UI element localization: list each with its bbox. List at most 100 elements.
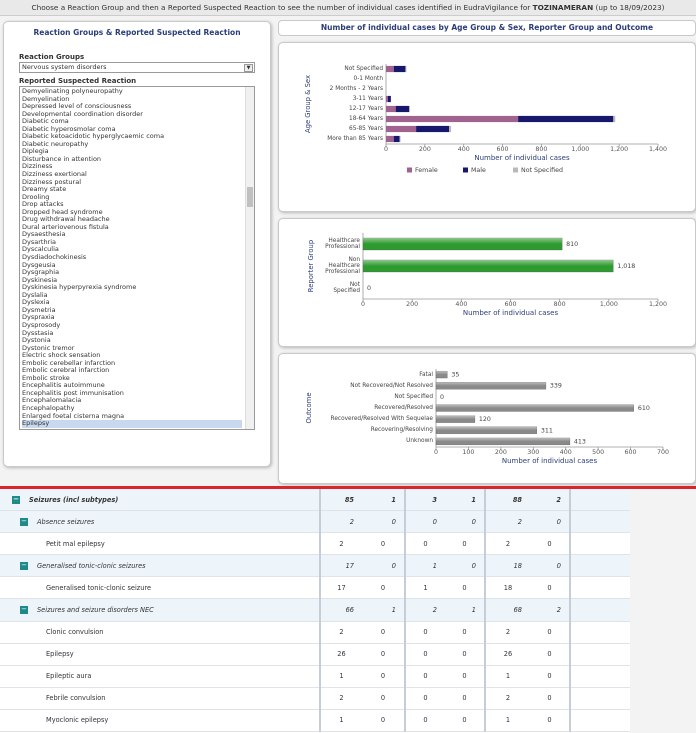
cell: 88 — [484, 489, 530, 512]
table-row: Epileptic aura 1 0 0 0 1 0 — [0, 665, 630, 688]
reaction-item[interactable]: Dysgeusia — [22, 260, 56, 269]
x-tick-label: 600 — [625, 449, 637, 456]
reaction-item[interactable]: Encephalitis autoimmune — [22, 381, 105, 390]
reaction-item[interactable]: Dyspraxia — [22, 313, 55, 322]
table-row: Febrile convulsion 2 0 0 0 2 0 — [0, 687, 630, 710]
category-slot: More than 85 Years — [327, 136, 383, 142]
reaction-item[interactable]: Demyelination — [22, 94, 70, 103]
reaction-item[interactable]: Dysdiadochokinesis — [22, 253, 87, 262]
reaction-item[interactable]: Dizziness exertional — [22, 170, 87, 179]
reaction-item[interactable]: Dysprosody — [22, 320, 61, 329]
row-label: Seizures (incl subtypes) — [29, 495, 119, 504]
expand-toggle[interactable]: − — [12, 494, 20, 504]
cell: 1 — [362, 598, 405, 622]
cell: 2 — [484, 687, 530, 710]
expand-toggle[interactable]: − — [20, 560, 28, 570]
reaction-item[interactable]: Depressed level of consciousness — [22, 102, 132, 111]
cell: 0 — [445, 687, 485, 710]
reaction-item[interactable]: Drooling — [22, 192, 50, 201]
cell: 18 — [484, 576, 530, 600]
reaction-item[interactable]: Diplegia — [22, 147, 49, 156]
reaction-item[interactable]: Dyscalculia — [22, 245, 59, 254]
cell: 0 — [362, 643, 405, 666]
reaction-item[interactable]: Disturbance in attention — [22, 154, 102, 163]
cell: 2 — [319, 621, 362, 644]
cell: 26 — [319, 643, 362, 666]
value-label: 339 — [550, 383, 562, 390]
bar-segment — [386, 115, 519, 123]
reaction-item[interactable]: Diabetic neuropathy — [22, 139, 89, 148]
reaction-item[interactable]: Embolic cerebellar infarction — [22, 358, 116, 367]
reaction-item[interactable]: Dysstasia — [22, 328, 54, 337]
reaction-item[interactable]: Epilepsy — [22, 420, 242, 428]
reaction-item[interactable]: Dysaesthesia — [22, 230, 66, 239]
cell: 1 — [404, 554, 445, 578]
reaction-item[interactable]: Dysarthria — [22, 237, 57, 246]
scrollbar[interactable] — [245, 87, 254, 429]
category-label: Fatal — [419, 371, 433, 378]
x-tick-label: 0 — [384, 146, 388, 153]
reaction-item[interactable]: Diabetic ketoacidotic hyperglycaemic com… — [22, 132, 165, 141]
cell: 0 — [362, 576, 405, 600]
group-select[interactable]: Nervous system disorders ▼ — [19, 62, 255, 73]
reaction-item[interactable]: Embolic stroke — [22, 373, 70, 382]
reaction-item[interactable]: Electric shock sensation — [22, 351, 101, 360]
reaction-item[interactable]: Encephalitis post immunisation — [22, 388, 124, 397]
reaction-item[interactable]: Dropped head syndrome — [22, 207, 103, 216]
legend-label: Female — [415, 167, 438, 174]
reaction-item[interactable]: Demyelinating polyneuropathy — [22, 87, 123, 95]
reaction-item[interactable]: Dizziness postural — [22, 177, 82, 186]
charts-title: Number of individual cases by Age Group … — [278, 20, 696, 36]
reaction-item[interactable]: Drop attacks — [22, 200, 64, 209]
reaction-item[interactable]: Encephalomalacia — [22, 396, 82, 405]
x-tick-label: 200 — [495, 449, 507, 456]
reaction-item[interactable]: Dystonia — [22, 336, 51, 345]
reaction-item[interactable]: Dysmetria — [22, 305, 56, 314]
product: TOZINAMERAN — [532, 3, 594, 12]
reaction-item[interactable]: Dyskinesia hyperpyrexia syndrome — [22, 283, 137, 292]
empty-cell — [569, 598, 630, 622]
cell: 0 — [530, 709, 570, 733]
reaction-item[interactable]: Dyslalia — [22, 290, 48, 299]
category-slot: 2 Months - 2 Years — [330, 86, 383, 92]
reaction-item[interactable]: Diabetic hyperosmolar coma — [22, 124, 116, 133]
reaction-item[interactable]: Embolic cerebral infarction — [22, 366, 110, 375]
reaction-list[interactable]: Demyelinating polyneuropathy Demyelinatio… — [19, 86, 255, 430]
reaction-item[interactable]: Dyskinesia — [22, 275, 58, 284]
reaction-item[interactable]: Diabetic coma — [22, 117, 69, 126]
bar-segment — [416, 125, 450, 133]
cell: 1 — [484, 709, 530, 733]
cell: 0 — [530, 621, 570, 644]
bar-segment — [449, 125, 452, 133]
expand-toggle[interactable]: − — [20, 516, 28, 526]
cell: 0 — [530, 510, 570, 534]
x-tick-label: 1,000 — [571, 146, 589, 153]
cell: 0 — [530, 532, 570, 556]
reaction-item[interactable]: Enlarged foetal cisterna magna — [22, 411, 125, 420]
value-label: 1,018 — [617, 263, 635, 270]
expand-toggle[interactable]: − — [20, 605, 28, 615]
category-label: Recovered/Resolved With Sequelae — [330, 416, 433, 423]
category-label: Recovered/Resolved — [374, 404, 433, 411]
category-label: Not Specified — [333, 281, 360, 294]
row-header: Generalised tonic-clonic seizure — [0, 576, 320, 600]
y-axis-label: Outcome — [305, 392, 313, 423]
reaction-item[interactable]: Dystonic tremor — [22, 343, 75, 352]
dropdown-arrow[interactable]: ▼ — [244, 64, 253, 72]
empty-cell — [569, 576, 630, 600]
cell: 0 — [530, 665, 570, 688]
divider — [0, 486, 696, 489]
reaction-item[interactable]: Developmental coordination disorder — [22, 109, 143, 118]
reaction-item[interactable]: Dysgraphia — [22, 268, 60, 277]
empty-cell — [569, 554, 630, 578]
scroll-thumb[interactable] — [247, 187, 253, 207]
reaction-item[interactable]: Dyslexia — [22, 298, 50, 307]
group-label: Reaction Groups — [19, 53, 85, 61]
reaction-item[interactable]: Encephalopathy — [22, 403, 75, 412]
reaction-item[interactable]: Dizziness — [22, 162, 53, 171]
reaction-item[interactable]: Drug withdrawal headache — [22, 215, 110, 224]
cell: 68 — [484, 598, 530, 622]
bar-segment — [393, 65, 406, 73]
reaction-item[interactable]: Dreamy state — [22, 185, 67, 194]
reaction-item[interactable]: Dural arteriovenous fistula — [22, 222, 109, 231]
